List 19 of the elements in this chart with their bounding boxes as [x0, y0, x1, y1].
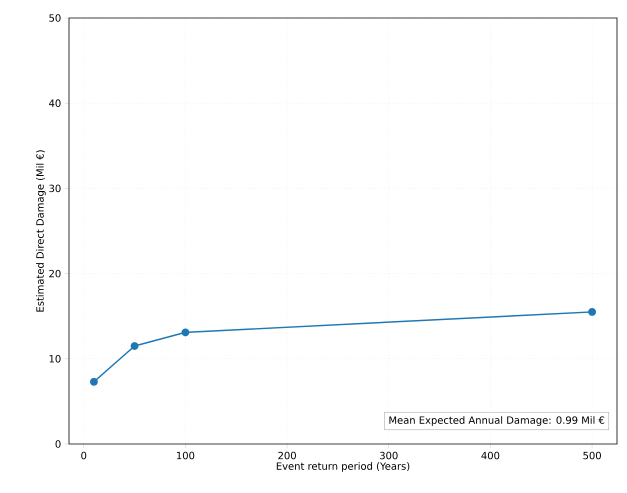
- y-tick-label: 10: [50, 355, 61, 363]
- x-tick-label: 200: [278, 452, 296, 460]
- y-tick-label: 30: [49, 184, 61, 192]
- x-tick-label: 400: [481, 452, 500, 460]
- x-tick-label: 300: [380, 452, 398, 460]
- x-tick-label: 0: [81, 452, 86, 460]
- y-tick-label: 50: [49, 14, 61, 22]
- point: [130, 342, 139, 350]
- y-tick-label: 20: [49, 270, 61, 278]
- y-tick-label: 0: [56, 440, 61, 448]
- x-axis-title: Event return period (Years): [276, 462, 410, 472]
- annotation: Mean Expected Annual Damage: 0.99 Mil €: [389, 416, 604, 426]
- x-tick-label: 100: [177, 452, 194, 460]
- point: [588, 308, 596, 316]
- point: [90, 378, 98, 386]
- y-tick-label: 40: [49, 99, 61, 107]
- y-axis-title: Estimated Direct Damage (Mil €): [36, 150, 46, 312]
- point: [181, 328, 190, 336]
- x-tick-label: 500: [583, 452, 601, 460]
